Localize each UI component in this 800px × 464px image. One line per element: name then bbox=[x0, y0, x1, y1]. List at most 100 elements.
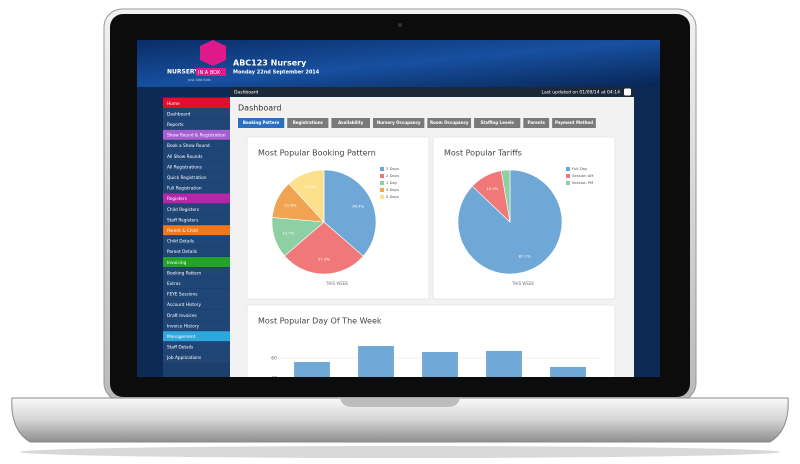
menu-item[interactable] bbox=[163, 182, 230, 193]
chart-title: Most Popular Day Of The Week bbox=[258, 317, 382, 326]
menu-label[interactable]: Home bbox=[167, 101, 180, 107]
menu-item[interactable] bbox=[163, 204, 230, 214]
camera bbox=[398, 23, 402, 27]
menu-label[interactable]: Parent Details bbox=[167, 249, 198, 255]
menu-label[interactable]: Show Round & Registration bbox=[167, 133, 226, 139]
menu-label[interactable]: Job Applications bbox=[166, 355, 202, 361]
menu-item[interactable] bbox=[163, 129, 230, 140]
menu-item[interactable] bbox=[163, 214, 230, 225]
tab[interactable] bbox=[427, 118, 472, 128]
menu-item[interactable] bbox=[163, 257, 230, 267]
legend-label: Full Day bbox=[572, 166, 588, 171]
legend-swatch bbox=[380, 181, 384, 185]
menu-item[interactable] bbox=[163, 310, 230, 320]
pie-slice bbox=[284, 221, 364, 275]
menu-label[interactable]: Staff Details bbox=[167, 345, 194, 351]
menu-label[interactable]: Invoicing bbox=[167, 260, 187, 266]
menu-label[interactable]: Reports bbox=[167, 122, 184, 128]
menu-label[interactable]: Child Details bbox=[167, 239, 195, 245]
tab-label[interactable]: Room Occupancy bbox=[430, 120, 469, 125]
slice-label: 36.4% bbox=[352, 203, 364, 208]
menu-item[interactable] bbox=[163, 352, 230, 363]
tab[interactable] bbox=[552, 118, 596, 128]
menu-item[interactable] bbox=[163, 320, 230, 331]
menu-item[interactable] bbox=[163, 331, 230, 342]
menu-item[interactable] bbox=[163, 98, 230, 108]
logo-mark bbox=[200, 40, 226, 66]
chart-caption: THIS WEEK bbox=[511, 281, 534, 286]
legend-swatch bbox=[566, 174, 570, 178]
menu-label[interactable]: Management bbox=[167, 334, 196, 340]
menu-label[interactable]: All Show Rounds bbox=[167, 154, 203, 160]
tab[interactable] bbox=[474, 118, 521, 128]
menu-label[interactable]: Book a Show Round bbox=[167, 143, 210, 149]
tab-label[interactable]: Availability bbox=[338, 120, 364, 125]
menu-label[interactable]: FEYE Sessions bbox=[167, 292, 198, 298]
menu-item[interactable] bbox=[163, 119, 230, 130]
menu-item[interactable] bbox=[163, 140, 230, 151]
menu-label[interactable]: Dashboard bbox=[167, 111, 191, 117]
legend-label: 1 Day bbox=[386, 180, 398, 185]
site-date: Monday 22nd September 2014 bbox=[233, 70, 320, 76]
tab[interactable] bbox=[523, 118, 550, 128]
slice-label: 10.2% bbox=[486, 186, 498, 191]
tab-label[interactable]: Registrations bbox=[293, 120, 324, 125]
refresh-button[interactable] bbox=[624, 88, 631, 96]
menu-item[interactable] bbox=[163, 193, 230, 204]
menu-item[interactable] bbox=[163, 278, 230, 289]
menu-label[interactable]: Registers bbox=[167, 196, 188, 202]
menu-label[interactable]: Extras bbox=[167, 281, 181, 287]
bar bbox=[422, 352, 458, 377]
menu-label[interactable]: Parent & Child bbox=[167, 228, 198, 234]
tagline: just Add Kids bbox=[187, 78, 211, 82]
tab-label[interactable]: Nursery Occupancy bbox=[377, 120, 421, 125]
last-updated: Last updated on 01/09/14 at 04:14 bbox=[541, 90, 620, 96]
menu-label[interactable]: Staff Registers bbox=[167, 217, 199, 223]
menu-item[interactable] bbox=[163, 235, 230, 246]
pie-slice bbox=[323, 169, 377, 257]
tab-label[interactable]: Staffing Levels bbox=[480, 120, 514, 125]
tab[interactable] bbox=[238, 118, 285, 128]
menu-item[interactable] bbox=[163, 108, 230, 119]
site-title: ABC123 Nursery bbox=[233, 59, 307, 68]
bar bbox=[358, 346, 394, 377]
shadow bbox=[20, 446, 780, 458]
tab-label[interactable]: Payment Method bbox=[555, 120, 593, 125]
tab[interactable] bbox=[331, 118, 370, 128]
menu-label[interactable]: Child Registers bbox=[167, 207, 200, 213]
slice-label: 27.3% bbox=[318, 256, 330, 261]
notch bbox=[340, 398, 460, 407]
menu-label[interactable]: Full Registration bbox=[167, 186, 202, 192]
menu-item[interactable] bbox=[163, 267, 230, 278]
menu-label[interactable]: Account History bbox=[167, 302, 201, 308]
menu-label[interactable]: All Registrations bbox=[167, 164, 203, 170]
menu-label[interactable]: Invoice History bbox=[167, 323, 199, 329]
base bbox=[11, 397, 789, 443]
y-tick-label: 60 bbox=[271, 356, 277, 362]
tab[interactable] bbox=[373, 118, 425, 128]
tab-label[interactable]: Parents bbox=[528, 120, 546, 125]
menu-item[interactable] bbox=[163, 172, 230, 183]
bar bbox=[294, 362, 330, 377]
menu-item[interactable] bbox=[163, 299, 230, 310]
menu-item[interactable] bbox=[163, 225, 230, 236]
breadcrumb[interactable]: Dashboard bbox=[234, 90, 259, 96]
bar bbox=[486, 351, 522, 377]
legend-swatch bbox=[380, 195, 384, 199]
screen: NURSERY IN A BOX just Add Kids ABC123 Nu… bbox=[137, 40, 660, 377]
menu-item[interactable] bbox=[163, 151, 230, 161]
menu-item[interactable] bbox=[163, 246, 230, 257]
menu-label[interactable]: Draft Invoices bbox=[167, 313, 198, 319]
menu-label[interactable]: Quick Registration bbox=[167, 175, 207, 181]
menu-label[interactable]: Booking Pattern bbox=[167, 270, 201, 276]
legend-label: 4 Days bbox=[386, 187, 399, 192]
logo-box bbox=[196, 68, 226, 76]
tab-label[interactable]: Booking Pattern bbox=[243, 120, 280, 125]
menu-item[interactable] bbox=[163, 341, 230, 352]
tab[interactable] bbox=[287, 118, 329, 128]
legend-label: 3 Days bbox=[386, 166, 399, 171]
menu-item[interactable] bbox=[163, 288, 230, 299]
menu-item[interactable] bbox=[163, 161, 230, 172]
